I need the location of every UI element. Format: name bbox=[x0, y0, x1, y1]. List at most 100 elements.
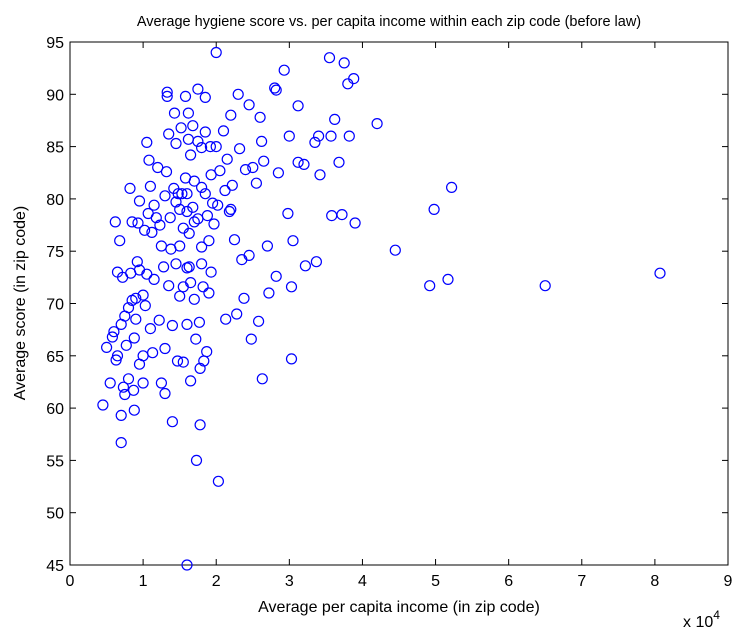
data-point bbox=[208, 218, 220, 230]
data-point bbox=[225, 203, 237, 215]
data-point bbox=[247, 161, 259, 174]
x-tick-label: 8 bbox=[650, 573, 659, 590]
data-point bbox=[283, 130, 295, 142]
data-point bbox=[137, 377, 149, 389]
data-point bbox=[333, 156, 345, 168]
data-point bbox=[261, 240, 273, 252]
data-point bbox=[171, 355, 184, 367]
data-point bbox=[263, 287, 275, 299]
data-point bbox=[196, 241, 208, 253]
data-point bbox=[133, 195, 146, 207]
data-point bbox=[323, 52, 336, 64]
data-point bbox=[100, 341, 113, 353]
data-point bbox=[210, 46, 222, 59]
plot-area bbox=[69, 41, 729, 566]
chart-title: Average hygiene score vs. per capita inc… bbox=[137, 14, 641, 30]
data-point bbox=[269, 82, 281, 94]
data-point bbox=[329, 113, 341, 126]
data-point bbox=[159, 387, 171, 400]
data-point bbox=[238, 292, 250, 304]
data-point bbox=[152, 161, 164, 174]
data-point bbox=[217, 125, 230, 137]
data-point bbox=[228, 234, 241, 246]
data-point bbox=[239, 164, 252, 176]
data-point bbox=[155, 377, 167, 389]
data-point bbox=[220, 313, 232, 325]
data-point bbox=[232, 88, 244, 100]
data-point bbox=[256, 135, 268, 147]
data-point bbox=[114, 235, 126, 247]
data-point bbox=[144, 323, 156, 335]
x-tick-label: 4 bbox=[358, 573, 367, 590]
data-point bbox=[188, 293, 200, 305]
data-point bbox=[285, 353, 298, 365]
data-point bbox=[539, 280, 551, 292]
y-tick-label: 65 bbox=[46, 349, 64, 366]
data-point bbox=[132, 217, 144, 229]
data-point bbox=[313, 130, 325, 142]
x-axis-multiplier: x 104 bbox=[683, 608, 720, 631]
data-point bbox=[130, 313, 142, 325]
data-point bbox=[130, 292, 142, 304]
data-point bbox=[212, 199, 224, 211]
data-point bbox=[120, 339, 132, 351]
data-point bbox=[203, 235, 215, 247]
data-point bbox=[141, 268, 153, 280]
data-point bbox=[225, 109, 237, 121]
data-point bbox=[143, 154, 155, 166]
data-point bbox=[115, 409, 127, 421]
y-tick-label: 60 bbox=[46, 401, 64, 418]
data-point bbox=[243, 249, 255, 261]
y-tick-label: 95 bbox=[46, 35, 64, 52]
data-point bbox=[442, 273, 454, 285]
y-tick-label: 85 bbox=[46, 140, 64, 157]
x-tick-label: 9 bbox=[724, 573, 733, 590]
data-point bbox=[336, 209, 348, 221]
data-point bbox=[196, 181, 208, 193]
data-point bbox=[199, 91, 211, 104]
data-point bbox=[183, 261, 195, 273]
data-point bbox=[292, 100, 304, 112]
data-point bbox=[174, 203, 186, 215]
data-point bbox=[163, 128, 175, 140]
data-point bbox=[168, 107, 181, 119]
data-point bbox=[272, 167, 284, 179]
x-tick-label: 6 bbox=[504, 573, 513, 590]
data-point bbox=[292, 156, 304, 168]
data-point bbox=[282, 207, 294, 220]
data-points bbox=[97, 46, 666, 571]
data-point bbox=[199, 188, 211, 200]
x-tick-label: 5 bbox=[431, 573, 440, 590]
data-point bbox=[111, 350, 124, 362]
data-point bbox=[190, 454, 203, 466]
data-point bbox=[115, 437, 127, 449]
data-point bbox=[187, 201, 199, 213]
data-point bbox=[139, 224, 151, 236]
data-point bbox=[124, 182, 136, 194]
data-point bbox=[181, 205, 193, 218]
data-point bbox=[166, 319, 178, 332]
data-point bbox=[181, 559, 193, 571]
data-point bbox=[104, 377, 116, 389]
x-tick-label: 1 bbox=[139, 573, 148, 590]
data-point bbox=[131, 256, 143, 268]
data-point bbox=[182, 107, 194, 119]
data-point bbox=[117, 381, 130, 393]
data-point bbox=[179, 90, 192, 103]
data-point bbox=[159, 342, 171, 355]
data-point bbox=[148, 273, 160, 285]
data-point bbox=[254, 111, 266, 123]
y-tick-label: 70 bbox=[46, 297, 64, 314]
data-point bbox=[256, 373, 268, 385]
data-point bbox=[174, 240, 186, 252]
data-point bbox=[201, 346, 213, 358]
data-point bbox=[219, 184, 231, 197]
data-point bbox=[204, 141, 216, 153]
data-point bbox=[106, 331, 119, 343]
data-point bbox=[197, 281, 209, 293]
data-point bbox=[160, 166, 173, 178]
data-point bbox=[164, 212, 176, 224]
data-point bbox=[338, 57, 350, 69]
data-point bbox=[654, 267, 666, 279]
data-point bbox=[278, 64, 290, 76]
